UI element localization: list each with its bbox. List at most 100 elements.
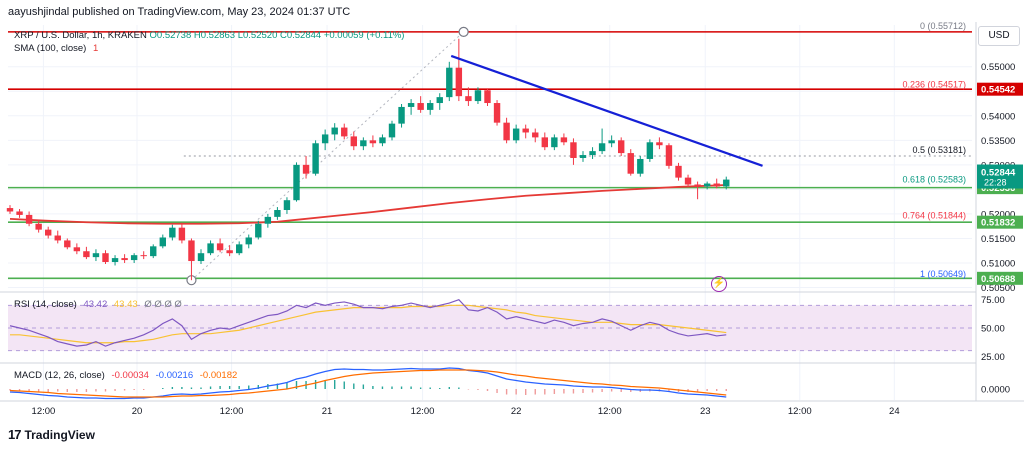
candle-body	[407, 103, 415, 107]
candle-body	[245, 237, 252, 245]
time-tick-label: 21	[322, 406, 333, 417]
candle-body	[321, 134, 329, 144]
candle-body	[417, 103, 424, 110]
candle-body	[255, 223, 262, 238]
rsi-legend[interactable]: RSI (14, close) 43.42 43.43 Ø Ø Ø Ø	[14, 299, 182, 310]
candle-body	[111, 258, 119, 263]
macd-label: MACD (12, 26, close)	[14, 370, 105, 381]
candle-body	[398, 106, 405, 124]
candle-body	[627, 153, 634, 174]
candle-body	[350, 136, 357, 147]
candle-body	[207, 243, 214, 254]
candle-body	[637, 158, 644, 174]
price-tick-label: 0.54000	[981, 111, 1015, 122]
price-level-tag	[977, 215, 1023, 229]
price-level-tag-label: 0.50688	[981, 274, 1015, 285]
candle-body	[665, 145, 673, 166]
candle-body	[150, 246, 157, 257]
fib-level-label: 0.236 (0.54517)	[902, 79, 966, 89]
macd-hist-value: -0.00034	[111, 370, 149, 381]
candle-body	[169, 227, 176, 238]
time-tick-label: 12:00	[788, 406, 812, 417]
candle-body	[16, 211, 23, 215]
candle-body	[388, 123, 396, 138]
candle-body	[197, 253, 205, 262]
fib-end-handle	[458, 26, 469, 37]
price-level-tag-label: 0.52536	[981, 183, 1015, 194]
candle-body	[92, 253, 100, 258]
rsi-value: 43.42	[83, 299, 108, 310]
rsi-extra: Ø Ø Ø Ø	[144, 299, 182, 310]
price-level-tag	[977, 271, 1023, 285]
candle-body	[656, 142, 663, 146]
currency-button[interactable]: USD	[978, 26, 1020, 46]
candle-body	[83, 251, 90, 258]
symbol-label[interactable]: XRP / U.S. Dollar, 1h, KRAKEN	[14, 30, 147, 41]
time-tick-label: 24	[889, 406, 900, 417]
candle-body	[54, 235, 61, 241]
candle-body	[369, 140, 377, 144]
macd-value: -0.00216	[155, 370, 194, 381]
candle-body	[73, 247, 81, 252]
candle-body	[226, 250, 233, 254]
tradingview-brand: 17 TradingView	[8, 427, 95, 442]
candle-body	[6, 208, 14, 212]
candle-body	[713, 183, 720, 187]
candle-body	[264, 216, 272, 224]
rsi-label: RSI (14, close)	[14, 299, 77, 310]
candle-body	[140, 255, 147, 257]
candle-body	[484, 90, 491, 104]
candle-body	[64, 240, 71, 248]
candle-body	[646, 142, 654, 159]
time-tick-label: 12:00	[220, 406, 244, 417]
rsi-tick-label: 50.00	[981, 324, 1005, 335]
time-tick-label: 12:00	[32, 406, 56, 417]
current-price-tag	[977, 164, 1023, 189]
candle-body	[274, 210, 281, 217]
candle-body	[379, 137, 386, 144]
candle-body	[560, 137, 568, 143]
candle-body	[121, 258, 128, 261]
rsi-line	[9, 298, 727, 347]
price-tick-label: 0.52000	[981, 209, 1015, 220]
macd-legend[interactable]: MACD (12, 26, close) -0.00034 -0.00216 -…	[14, 370, 237, 381]
price-tick-label: 0.51500	[981, 234, 1015, 245]
candle-body	[541, 137, 548, 148]
price-tick-label: 0.55000	[981, 62, 1015, 73]
candle-body	[579, 155, 587, 158]
candle-body	[236, 244, 243, 254]
candle-body	[703, 183, 711, 187]
candle-body	[618, 140, 625, 154]
time-tick-label: 12:00	[598, 406, 622, 417]
fib-level-label: 0.764 (0.51844)	[902, 211, 966, 221]
price-tick-label: 0.50500	[981, 283, 1015, 294]
macd-line	[9, 367, 727, 400]
candle-body	[302, 164, 310, 174]
price-tick-label: 0.53500	[981, 136, 1015, 147]
candle-body	[102, 253, 109, 263]
candle-body	[598, 143, 606, 152]
candle-body	[684, 177, 692, 185]
sma-legend[interactable]: SMA (100, close) 1	[14, 43, 98, 54]
candle-body	[216, 243, 224, 251]
ohlc-values: O0.52738 H0.52863 L0.52520 C0.52844 +0.0…	[149, 30, 405, 41]
lightning-icon[interactable]: ⚡	[711, 276, 727, 292]
candle-body	[283, 200, 291, 211]
candle-body	[312, 143, 319, 174]
price-tick-label: 0.51000	[981, 259, 1015, 270]
brand-name: TradingView	[24, 427, 95, 442]
candle-body	[570, 142, 577, 158]
candle-body	[455, 67, 463, 97]
sma-100-line	[9, 184, 727, 225]
fib-level-label: 0 (0.55712)	[920, 21, 966, 31]
candle-body	[25, 214, 33, 224]
rsi-ma-value: 43.43	[113, 299, 138, 310]
candle-body	[159, 237, 166, 247]
price-level-tag-label: 0.51832	[981, 218, 1015, 229]
macd-signal-line	[9, 369, 727, 398]
fib-level-label: 0.5 (0.53181)	[912, 145, 966, 155]
bearish-trendline	[450, 54, 763, 167]
sma-value: 1	[92, 43, 99, 54]
ohlc-legend: XRP / U.S. Dollar, 1h, KRAKEN O0.52738 H…	[14, 30, 404, 41]
